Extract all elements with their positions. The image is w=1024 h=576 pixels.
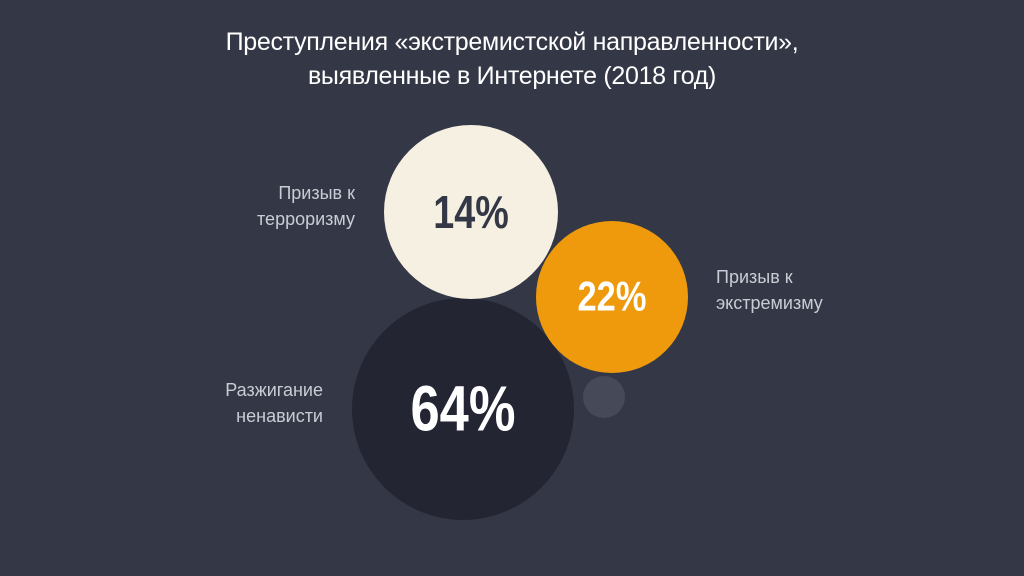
bubble-label-line: Призыв к: [716, 267, 793, 287]
bubble-label-line: Призыв к: [278, 183, 355, 203]
bubble-label-line: Разжигание: [225, 380, 323, 400]
bubble-value-hatred: 64%: [410, 373, 515, 444]
bubble-terrorism: 14%: [384, 125, 558, 299]
chart-title-line-1: Преступления «экстремистской направленно…: [225, 28, 799, 56]
bubble-circle-extremism: [536, 221, 688, 373]
bubble-label-line: ненависти: [236, 406, 323, 426]
bubble-value-extremism: 22%: [578, 273, 647, 320]
decorative-circle: [583, 376, 625, 418]
chart-title: Преступления «экстремистской направленно…: [0, 25, 1024, 93]
bubble-label-line: терроризму: [257, 209, 355, 229]
bubble-hatred: 64%: [352, 298, 574, 520]
bubble-label-hatred: Разжигание ненависти: [225, 380, 323, 426]
chart-title-line-2: выявленные в Интернете (2018 год): [307, 62, 717, 90]
bubble-circle-terrorism: [384, 125, 558, 299]
bubble-label-extremism: Призыв к экстремизму: [716, 267, 823, 313]
bubble-value-terrorism: 14%: [433, 186, 508, 237]
bubble-circle-hatred: [352, 298, 574, 520]
bubble-extremism: 22%: [536, 221, 688, 373]
bubble-label-terrorism: Призыв к терроризму: [257, 183, 355, 229]
bubble-label-line: экстремизму: [716, 293, 823, 313]
